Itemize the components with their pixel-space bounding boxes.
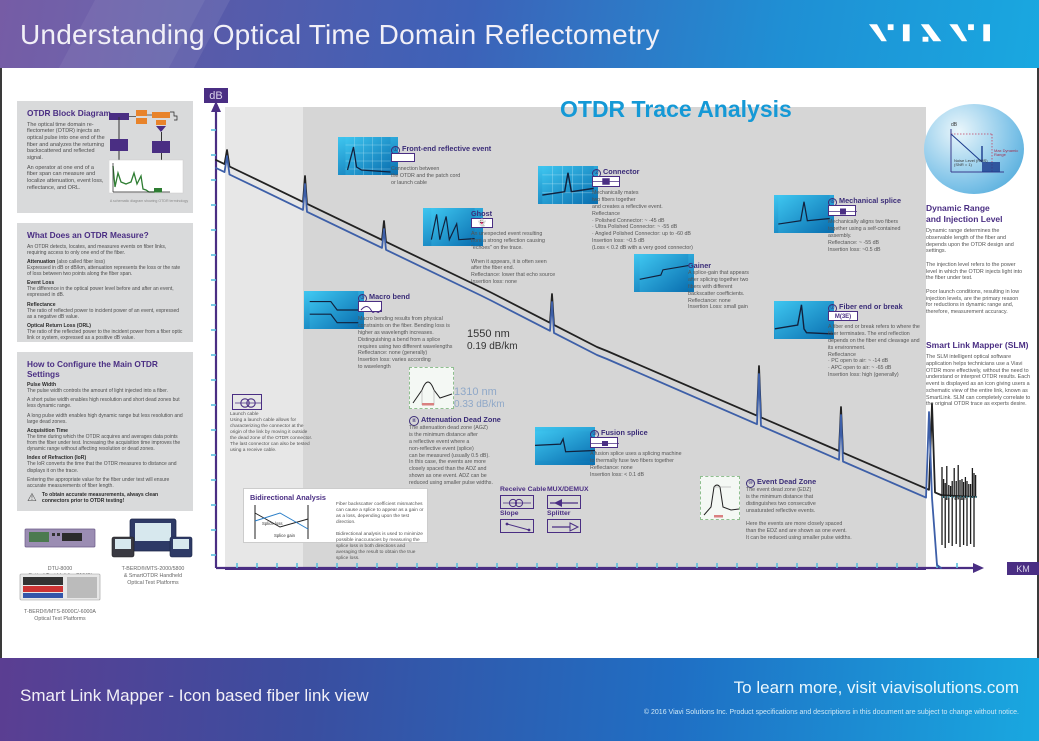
svg-text:KM: KM xyxy=(1016,564,1030,574)
svg-text:Range: Range xyxy=(994,152,1007,157)
svg-text:Noise: Noise xyxy=(952,496,966,502)
svg-text:Splice gain: Splice gain xyxy=(274,533,296,538)
svg-text:(SNR = 1): (SNR = 1) xyxy=(954,162,973,167)
svg-text:Splice loss: Splice loss xyxy=(262,521,283,526)
svg-text:dB: dB xyxy=(951,122,958,128)
svg-text:dB: dB xyxy=(209,90,222,102)
